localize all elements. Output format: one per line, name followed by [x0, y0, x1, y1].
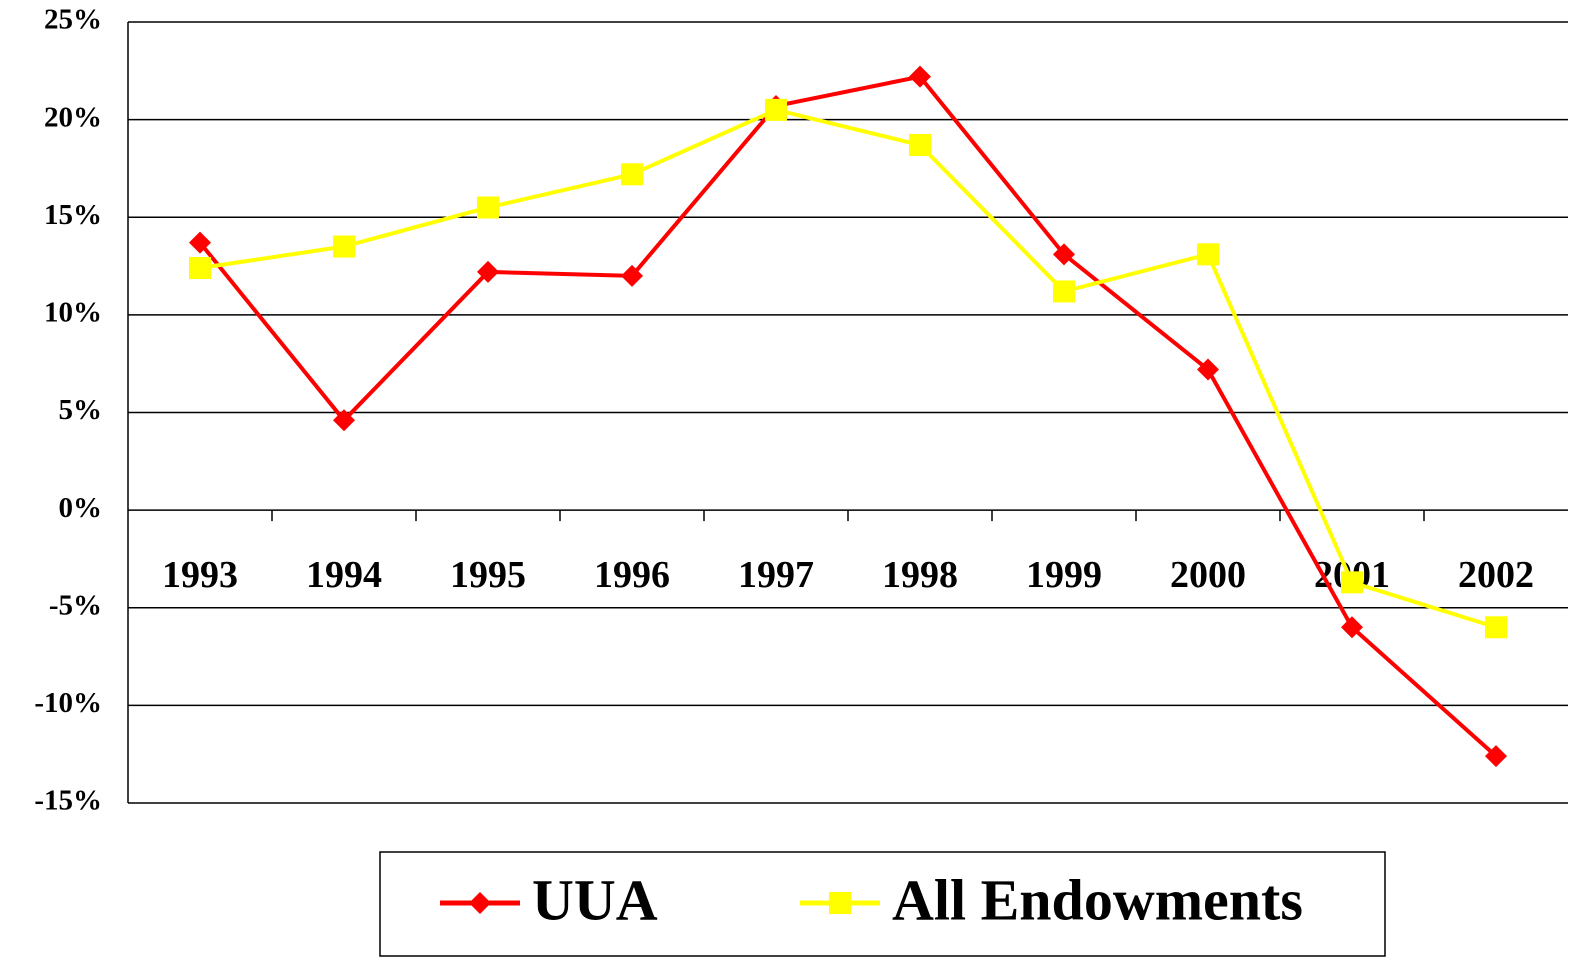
x-tick-label: 1996 — [594, 554, 670, 596]
x-tick-label: 1994 — [306, 554, 382, 596]
marker — [1485, 616, 1507, 639]
marker — [621, 163, 643, 186]
x-tick-label: 2000 — [1170, 554, 1246, 596]
y-tick-label: 25% — [44, 4, 102, 36]
y-tick-label: 20% — [44, 101, 102, 133]
marker — [189, 231, 211, 254]
x-tick-label: 1998 — [882, 554, 958, 596]
y-tick-label: -15% — [34, 785, 102, 817]
y-tick-label: 5% — [59, 394, 103, 426]
marker — [1197, 358, 1219, 381]
marker — [1197, 243, 1219, 266]
marker — [621, 264, 643, 287]
marker — [829, 892, 851, 914]
y-tick-label: -5% — [49, 589, 102, 621]
marker — [1341, 571, 1363, 594]
marker — [1485, 745, 1507, 768]
marker — [1341, 616, 1363, 639]
marker — [333, 409, 355, 432]
x-tick-label: 1995 — [450, 554, 526, 596]
marker — [765, 98, 787, 121]
marker — [469, 892, 491, 914]
y-tick-label: 10% — [44, 297, 102, 329]
marker — [333, 235, 355, 258]
legend-label: UUA — [532, 867, 658, 932]
series-line — [199, 107, 1497, 630]
series-line — [198, 74, 1498, 758]
x-tick-label: 1997 — [738, 554, 814, 596]
y-tick-label: 0% — [59, 492, 103, 524]
marker — [1053, 280, 1075, 303]
marker — [909, 65, 931, 88]
x-tick-label: 2002 — [1458, 554, 1534, 596]
marker — [909, 134, 931, 157]
legend-label: All Endowments — [892, 867, 1303, 932]
marker — [477, 196, 499, 219]
y-tick-label: 15% — [44, 199, 102, 231]
legend-box — [379, 851, 1386, 957]
y-tick-label: -10% — [34, 687, 102, 719]
marker — [1053, 243, 1075, 266]
marker — [477, 260, 499, 283]
marker — [189, 257, 211, 280]
x-tick-label: 1993 — [162, 554, 238, 596]
x-tick-label: 1999 — [1026, 554, 1102, 596]
